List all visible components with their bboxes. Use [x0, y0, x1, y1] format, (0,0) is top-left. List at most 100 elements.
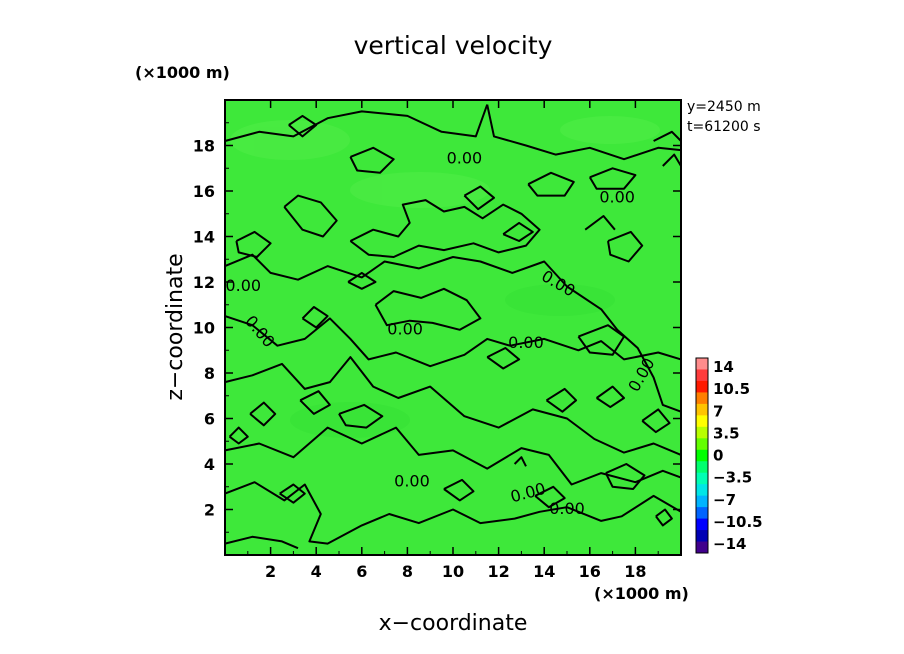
x-unit-label: (×1000 m) [594, 584, 689, 603]
contour-line-2 [224, 253, 682, 413]
y-tick-label-16: 16 [193, 182, 215, 201]
contour-line-9 [283, 194, 338, 238]
contour-line-13 [588, 167, 637, 190]
contour-line-33 [534, 485, 566, 509]
contour-line-3 [224, 315, 682, 368]
colorbar-label-8: −14 [713, 535, 746, 553]
x-tick-label-10: 10 [442, 562, 464, 581]
colorbar-label-1: 10.5 [713, 380, 750, 398]
colorbar-label-3: 3.5 [713, 424, 740, 442]
contour-line-30 [443, 478, 475, 502]
x-tick-label-14: 14 [533, 562, 555, 581]
contour-line-36 [513, 456, 527, 467]
colorbar-swatch-12 [696, 495, 708, 508]
x-tick-label-6: 6 [356, 562, 367, 581]
x-tick-label-16: 16 [579, 562, 601, 581]
contour-label-2: 0.00 [225, 276, 261, 295]
contour-line-16 [584, 215, 616, 231]
contour-line-6 [224, 481, 682, 545]
y-tick-label-6: 6 [204, 410, 215, 429]
colorbar-swatch-6 [696, 426, 708, 439]
contour-line-5 [224, 426, 682, 486]
x-tick-label-4: 4 [311, 562, 322, 581]
contour-line-20 [347, 271, 377, 290]
y-tick-label-10: 10 [193, 319, 215, 338]
contour-line-35 [228, 426, 249, 445]
contour-line-21 [301, 306, 329, 329]
contour-line-37 [288, 114, 318, 138]
x-tick-label-18: 18 [624, 562, 646, 581]
contour-line-26 [249, 401, 277, 427]
colorbar-swatch-15 [696, 530, 708, 543]
colorbar-label-6: −7 [713, 491, 736, 509]
x-axis: 2 4 6 8 10 12 14 16 18 [247, 100, 659, 581]
colorbar-swatch-13 [696, 507, 708, 520]
y-tick-label-18: 18 [193, 137, 215, 156]
colorbar-label-0: 14 [713, 358, 734, 376]
y-tick-label-2: 2 [204, 501, 215, 520]
contour-label-0: 0.00 [447, 149, 483, 168]
contour-line-29 [641, 408, 671, 434]
info-position: y=2450 m [687, 99, 761, 115]
info-time: t=61200 s [687, 119, 761, 135]
colorbar-swatch-8 [696, 449, 708, 462]
contour-label-10: 0.00 [549, 499, 585, 518]
x-tick-label-12: 12 [487, 562, 509, 581]
colorbar-swatch-10 [696, 472, 708, 485]
contour-line-1 [486, 104, 682, 161]
contour-line-28 [596, 385, 625, 409]
contour-line-32 [279, 483, 306, 504]
contour-lines [224, 104, 682, 550]
colorbar-swatch-5 [696, 415, 708, 428]
colorbar-label-4: 0 [713, 447, 723, 465]
contour-line-25 [338, 403, 384, 429]
colorbar-swatch-9 [696, 461, 708, 474]
contour-line-31 [604, 463, 646, 490]
contour-line-7 [224, 535, 299, 550]
colorbar-swatch-16 [696, 541, 708, 554]
chart-title: vertical velocity [354, 31, 553, 60]
contour-line-11 [349, 146, 395, 174]
x-axis-label: x−coordinate [379, 611, 528, 636]
contour-line-24 [299, 390, 331, 415]
contour-line-10 [235, 230, 272, 258]
contour-line-14 [607, 230, 644, 263]
colorbar-swatch-14 [696, 518, 708, 531]
contour-line-15 [662, 153, 682, 167]
contour-line-18 [502, 221, 534, 242]
colorbar-swatch-0 [696, 358, 708, 370]
contour-label-1: 0.00 [599, 187, 635, 206]
plot-area: 0.000.000.00 0.000.00 0.000.000.000.00 0.00… [224, 99, 682, 556]
contour-line-8 [349, 199, 541, 258]
colorbar-label-7: −10.5 [713, 513, 763, 531]
contour-line-0 [224, 104, 489, 142]
y-tick-label-8: 8 [204, 364, 215, 383]
colorbar-label-2: 7 [713, 402, 723, 420]
colorbar-swatch-1 [696, 369, 708, 382]
y-tick-label-12: 12 [193, 273, 215, 292]
contour-line-17 [527, 171, 575, 197]
contour-label-8: 0.00 [394, 472, 430, 491]
colorbar-frame [695, 357, 709, 554]
x-tick-label-2: 2 [265, 562, 276, 581]
contour-line-23 [486, 347, 521, 370]
colorbar-swatch-7 [696, 438, 708, 451]
contour-line-19 [374, 287, 482, 331]
colorbar-swatch-11 [696, 484, 708, 497]
contour-line-12 [463, 185, 495, 211]
colorbar: 14 10.5 7 3.5 0 −3.5 −7 −10.5 −14 [695, 357, 763, 554]
contour-label-6: 0.00 [508, 333, 544, 352]
contour-line-4 [224, 356, 682, 456]
x-tick-label-8: 8 [402, 562, 413, 581]
contour-line-22 [577, 324, 625, 356]
contour-line-34 [655, 508, 673, 527]
colorbar-swatch-4 [696, 403, 708, 416]
contour-line-27 [545, 387, 578, 413]
colorbar-swatch-3 [696, 392, 708, 405]
contour-label-5: 0.00 [387, 319, 423, 338]
y-unit-label: (×1000 m) [135, 63, 230, 82]
y-axis: 2 4 6 8 10 12 14 16 18 [193, 122, 681, 533]
y-tick-label-14: 14 [193, 228, 215, 247]
colorbar-swatch-2 [696, 380, 708, 393]
colorbar-label-5: −3.5 [713, 469, 752, 487]
